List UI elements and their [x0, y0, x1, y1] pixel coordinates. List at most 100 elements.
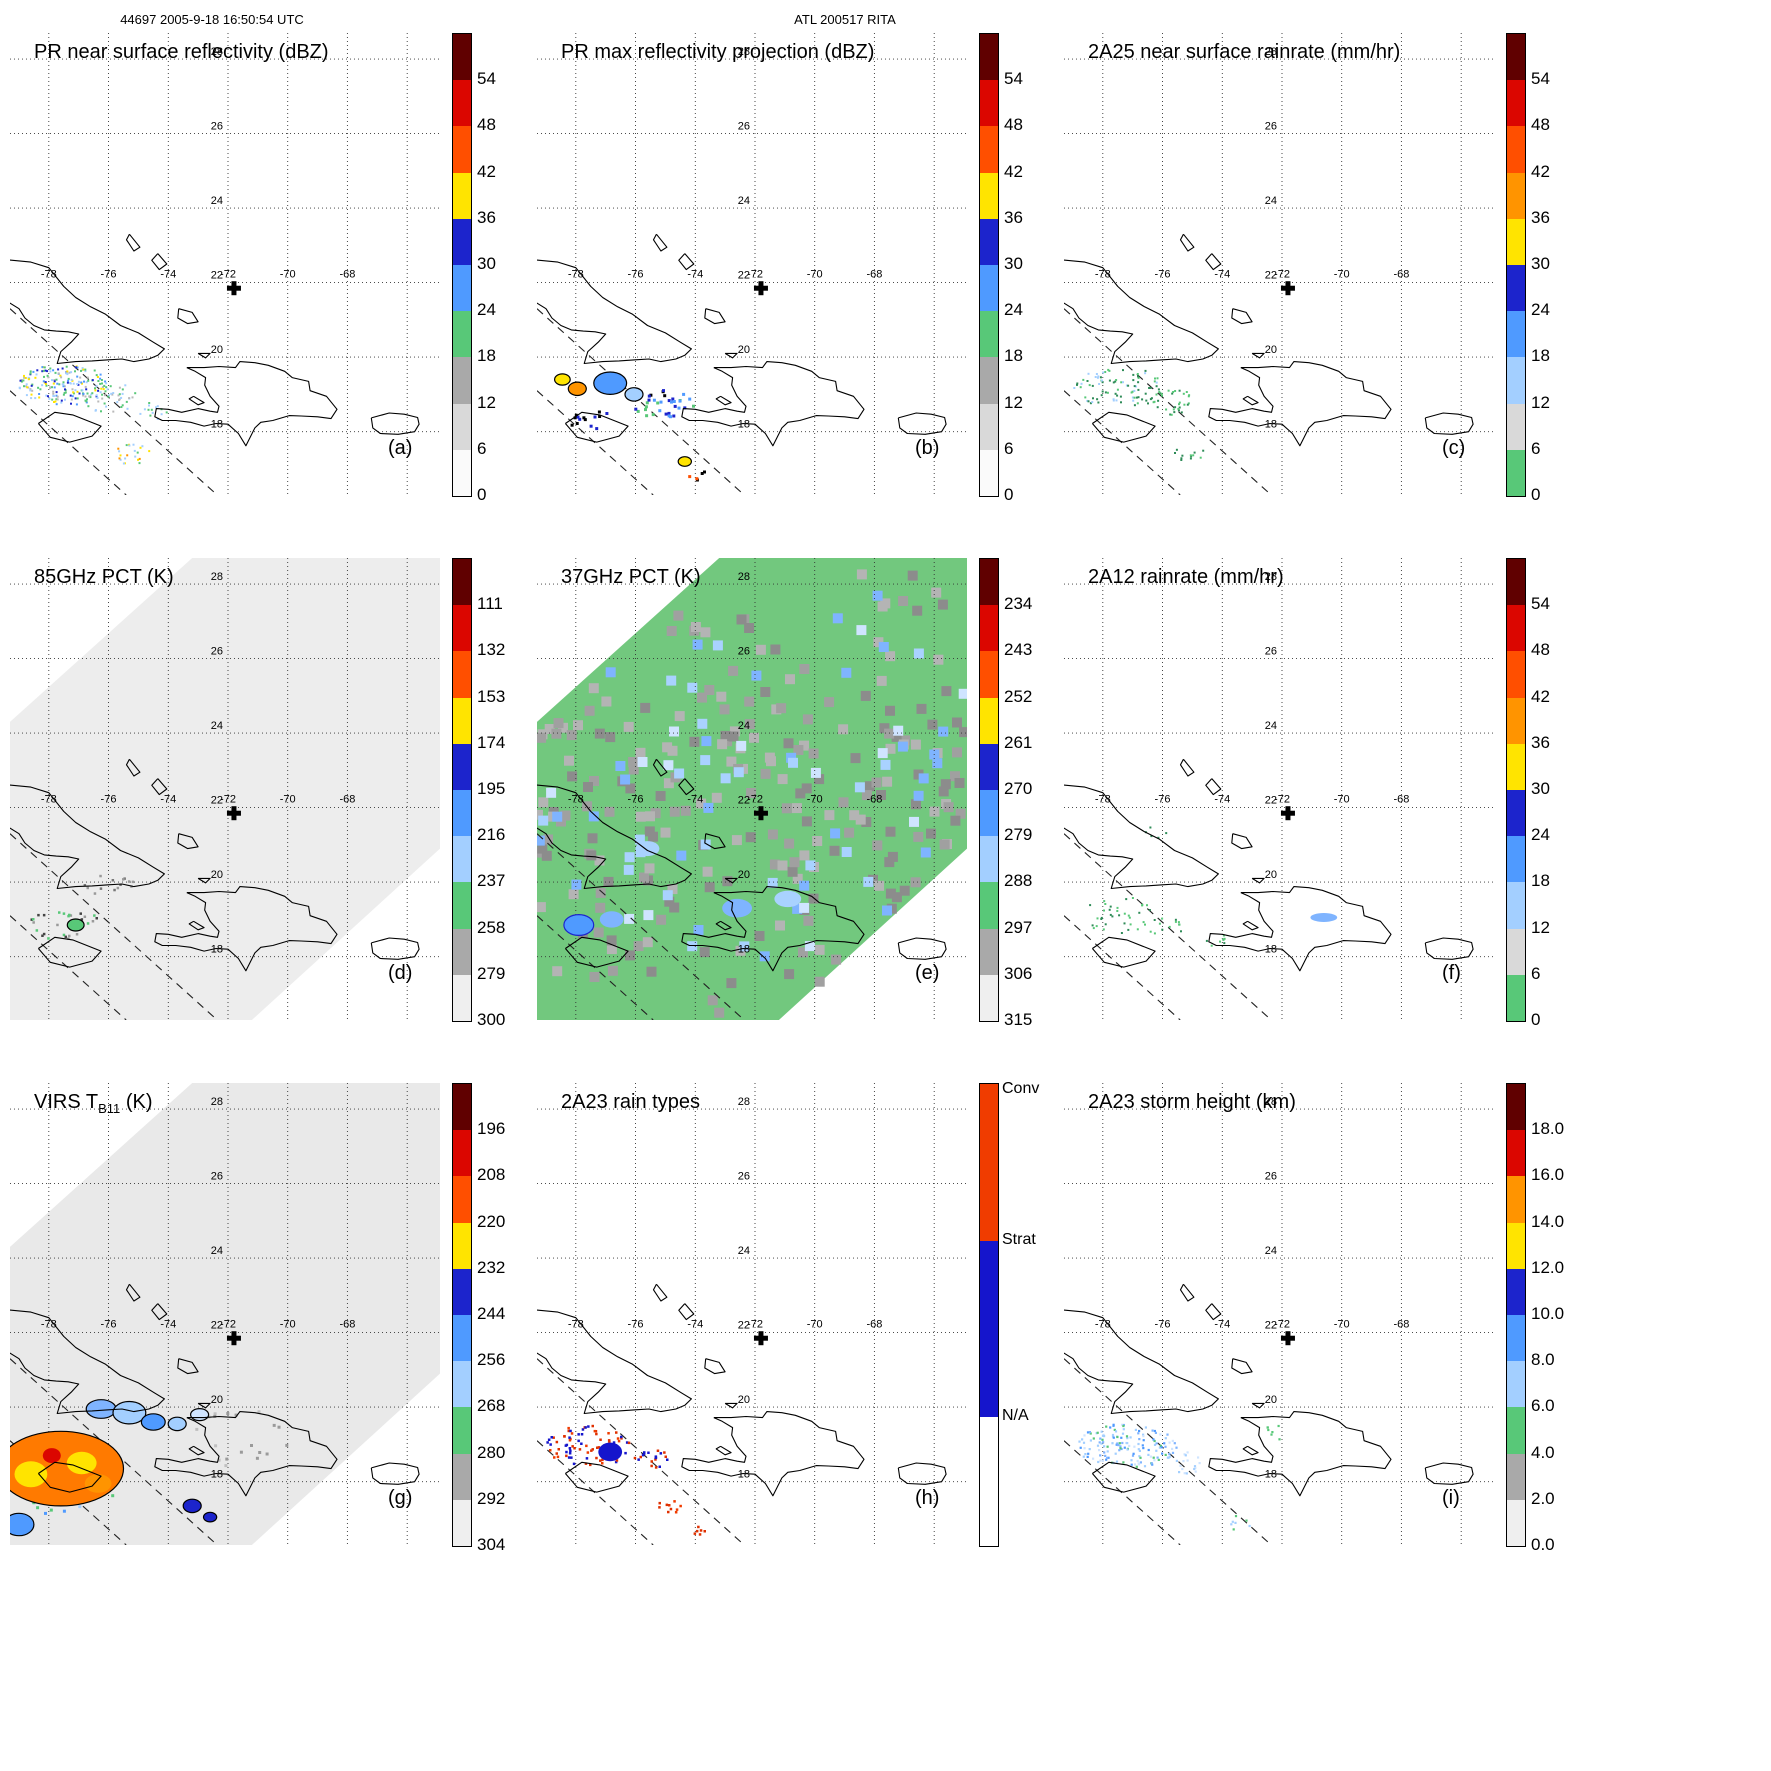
colorbar-tick: 24 — [1531, 300, 1550, 320]
colorbar-segment — [1507, 882, 1525, 929]
grid-lines — [1064, 1083, 1494, 1545]
colorbar-tick: 300 — [477, 1010, 506, 1029]
storm-center-cross — [1280, 281, 1295, 296]
colorbar-segment — [1507, 789, 1525, 837]
colorbar-segment — [453, 126, 471, 173]
grid-lines — [10, 558, 440, 1020]
lon-label: -74 — [160, 794, 176, 806]
colorbar-segment — [453, 449, 471, 496]
grid-lines — [537, 1083, 967, 1545]
panel-title-g: VIRS TB11 (K) — [34, 1091, 152, 1116]
panel-title-text: 85GHz PCT (K) — [34, 566, 174, 588]
colorbar-segment — [980, 559, 998, 606]
panel-title-e: 37GHz PCT (K) — [561, 566, 701, 589]
colorbar-segment — [1507, 928, 1525, 975]
colorbar-tick: 0 — [1531, 1010, 1541, 1029]
colorbar-tick: 36 — [1531, 732, 1550, 752]
coordinate-labels: -78 -76 -74 -72 -70 -68 28 26 24 22 20 18 — [41, 1096, 356, 1481]
map-f: -78 -76 -74 -72 -70 -68 28 26 24 22 20 18 — [1064, 558, 1494, 1020]
lat-label: 26 — [1265, 121, 1277, 133]
colorbar-i — [1506, 1083, 1526, 1547]
lon-label: -72 — [1274, 1319, 1290, 1331]
colorbar-segment — [453, 1453, 471, 1500]
panel-title-text: 37GHz PCT (K) — [561, 566, 701, 588]
lat-label: 20 — [211, 869, 223, 881]
colorbar-tick: 132 — [477, 640, 506, 660]
colorbar-tick: 2.0 — [1531, 1488, 1555, 1508]
colorbar-segment — [1507, 218, 1525, 265]
colorbar-segment — [453, 264, 471, 312]
lat-label: 18 — [1265, 419, 1277, 431]
colorbar-tick: 244 — [477, 1304, 506, 1323]
coastlines — [10, 233, 420, 447]
lon-label: -78 — [41, 794, 57, 806]
raster-background — [10, 558, 440, 1020]
coordinate-labels: -78 -76 -74 -72 -70 -68 28 26 24 22 20 18 — [1095, 571, 1410, 956]
lat-label: 20 — [738, 869, 750, 881]
colorbar-segment — [980, 311, 998, 358]
lon-label: -72 — [220, 269, 236, 281]
colorbar-segment — [980, 789, 998, 837]
colorbar-c — [1506, 33, 1526, 497]
lon-label: -68 — [339, 794, 355, 806]
lon-label: -76 — [101, 269, 117, 281]
lat-label: 18 — [211, 944, 223, 956]
lat-label: 20 — [1265, 344, 1277, 356]
colorbar-tick: 16.0 — [1531, 1165, 1565, 1185]
lon-label: -74 — [160, 1319, 176, 1331]
lon-label: -72 — [747, 1319, 763, 1331]
panel-grid: -78 -76 -74 -72 -70 -68 28 26 24 22 20 18 PR near su… — [10, 33, 1591, 1608]
colorbar-tick: 256 — [477, 1350, 506, 1370]
colorbar-tick: 36 — [1004, 207, 1023, 227]
colorbar-segment — [980, 882, 998, 929]
lon-label: -76 — [628, 269, 644, 281]
panel-letter-f: (f) — [1442, 962, 1461, 984]
storm-center-cross — [753, 281, 768, 296]
lon-label: -78 — [41, 1319, 57, 1331]
colorbar-segment-na — [980, 1416, 998, 1546]
lon-label: -70 — [280, 269, 296, 281]
lon-label: -68 — [866, 794, 882, 806]
lon-label: -70 — [280, 1319, 296, 1331]
map-canvas-g: -78 -76 -74 -72 -70 -68 28 26 24 22 20 18 — [10, 1083, 440, 1545]
colorbar-segment — [1507, 1084, 1525, 1131]
storm-center-cross — [226, 281, 241, 296]
lon-label: -70 — [1334, 1319, 1350, 1331]
lat-label: 26 — [738, 646, 750, 658]
panel-title-h: 2A23 rain types — [561, 1091, 700, 1114]
colorbar-segment — [980, 80, 998, 127]
colorbar-segment — [453, 1499, 471, 1546]
colorbar-segment — [980, 836, 998, 883]
swath-edge-lines — [537, 1358, 745, 1545]
colorbar-segment — [453, 1084, 471, 1131]
data-raster — [553, 371, 706, 482]
storm-id-header: ATL 200517 RITA — [620, 12, 1070, 27]
lat-label: 28 — [738, 46, 750, 58]
map-h: -78 -76 -74 -72 -70 -68 28 26 24 22 20 18 — [537, 1083, 967, 1545]
panel-title-text: 2A25 near surface rainrate (mm/hr) — [1088, 41, 1401, 63]
map-b: -78 -76 -74 -72 -70 -68 28 26 24 22 20 18 — [537, 33, 967, 495]
colorbar-segment — [980, 357, 998, 404]
panel-f: -78 -76 -74 -72 -70 -68 28 26 24 22 20 18 2A12 rainr… — [1064, 558, 1591, 1083]
swath-edge-lines — [10, 308, 218, 495]
colorbar-segment — [453, 974, 471, 1021]
panel-letter-c: (c) — [1442, 437, 1466, 459]
lon-label: -76 — [1155, 1319, 1171, 1331]
colorbar-segment — [1507, 1222, 1525, 1269]
colorbar-segment — [980, 264, 998, 312]
panel-title-text: (K) — [120, 1091, 153, 1113]
lat-label: 26 — [1265, 646, 1277, 658]
colorbar-segment — [453, 743, 471, 790]
lat-label: 20 — [738, 344, 750, 356]
data-raster — [30, 874, 135, 940]
colorbar-tick: 54 — [1004, 69, 1023, 89]
lon-label: -70 — [807, 269, 823, 281]
lat-label: 18 — [211, 1469, 223, 1481]
map-canvas-i: -78 -76 -74 -72 -70 -68 28 26 24 22 20 18 — [1064, 1083, 1494, 1545]
colorbar-tick: 48 — [1004, 115, 1023, 135]
colorbar-tick: 54 — [477, 69, 496, 89]
map-canvas-d: -78 -76 -74 -72 -70 -68 28 26 24 22 20 18 — [10, 558, 440, 1020]
colorbar-segment — [453, 34, 471, 81]
lat-label: 22 — [211, 270, 223, 282]
colorbar-tick: 4.0 — [1531, 1442, 1555, 1462]
